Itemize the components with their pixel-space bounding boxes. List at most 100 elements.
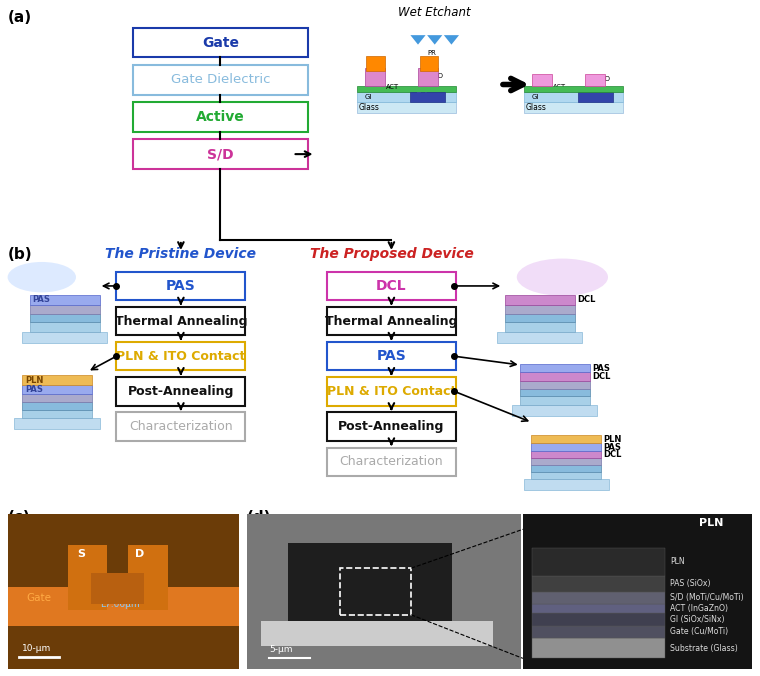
Text: Characterization: Characterization (340, 455, 443, 468)
Text: ACT: ACT (386, 84, 399, 89)
Bar (288, 544, 452, 621)
FancyBboxPatch shape (327, 412, 456, 441)
Text: DCL: DCL (603, 450, 622, 459)
Text: PAS: PAS (25, 385, 43, 394)
FancyBboxPatch shape (327, 272, 456, 300)
FancyBboxPatch shape (22, 375, 92, 385)
Text: The Pristine Device: The Pristine Device (106, 247, 256, 261)
FancyBboxPatch shape (512, 405, 597, 416)
FancyBboxPatch shape (532, 626, 665, 638)
FancyBboxPatch shape (116, 412, 245, 441)
Text: Gate: Gate (202, 36, 239, 49)
Ellipse shape (517, 259, 608, 296)
FancyBboxPatch shape (365, 68, 385, 86)
Text: PAS: PAS (376, 349, 407, 363)
FancyBboxPatch shape (116, 272, 245, 300)
FancyBboxPatch shape (520, 389, 590, 396)
Text: DCL: DCL (376, 279, 407, 293)
FancyBboxPatch shape (22, 402, 92, 410)
FancyBboxPatch shape (22, 332, 107, 343)
Text: Gate: Gate (26, 593, 51, 603)
Bar (68, 545, 107, 610)
Ellipse shape (8, 262, 76, 292)
FancyBboxPatch shape (531, 451, 601, 458)
FancyBboxPatch shape (357, 102, 456, 113)
Text: GI: GI (532, 94, 540, 99)
Text: PLN: PLN (25, 376, 43, 385)
FancyBboxPatch shape (357, 86, 456, 92)
FancyBboxPatch shape (520, 396, 590, 405)
FancyBboxPatch shape (585, 74, 605, 86)
FancyBboxPatch shape (532, 576, 665, 592)
FancyBboxPatch shape (578, 92, 613, 102)
FancyBboxPatch shape (30, 322, 100, 332)
Text: Thermal Annealing: Thermal Annealing (115, 314, 247, 328)
Text: Substrate (Glass): Substrate (Glass) (670, 644, 737, 653)
Text: Characterization: Characterization (129, 420, 233, 433)
FancyBboxPatch shape (410, 92, 445, 102)
Text: Active: Active (196, 110, 245, 124)
Text: PAS: PAS (603, 443, 622, 452)
Text: DCL: DCL (592, 372, 610, 381)
FancyBboxPatch shape (22, 410, 92, 418)
Polygon shape (427, 35, 442, 45)
FancyBboxPatch shape (520, 364, 590, 372)
FancyBboxPatch shape (505, 322, 575, 332)
FancyBboxPatch shape (505, 305, 575, 314)
FancyBboxPatch shape (116, 342, 245, 370)
FancyBboxPatch shape (532, 613, 665, 626)
Text: PAS: PAS (592, 364, 610, 372)
FancyBboxPatch shape (497, 332, 582, 343)
FancyBboxPatch shape (420, 56, 438, 71)
Text: Thermal Annealing: Thermal Annealing (325, 314, 458, 328)
Text: PAS: PAS (166, 279, 196, 293)
FancyBboxPatch shape (524, 102, 623, 113)
Text: PAS: PAS (33, 295, 51, 304)
Text: ACT (InGaZnO): ACT (InGaZnO) (670, 604, 728, 613)
Text: PLN: PLN (670, 558, 685, 566)
Text: D: D (135, 550, 144, 559)
Text: Gate (Cu/MoTi): Gate (Cu/MoTi) (670, 627, 728, 636)
Text: Gate: Gate (583, 93, 600, 98)
FancyBboxPatch shape (524, 479, 609, 490)
FancyBboxPatch shape (520, 372, 590, 381)
Text: 5-μm: 5-μm (269, 645, 293, 654)
FancyBboxPatch shape (133, 102, 308, 132)
Text: Post-Annealing: Post-Annealing (338, 420, 445, 433)
FancyBboxPatch shape (30, 314, 100, 322)
FancyBboxPatch shape (505, 295, 575, 305)
FancyBboxPatch shape (327, 448, 456, 476)
FancyBboxPatch shape (531, 458, 601, 465)
Text: (d): (d) (247, 510, 271, 525)
Text: PLN: PLN (603, 435, 622, 443)
FancyBboxPatch shape (327, 377, 456, 406)
Text: ACT: ACT (553, 84, 566, 89)
Text: PLN & ITO Contact: PLN & ITO Contact (116, 349, 245, 363)
Bar (340, 568, 411, 615)
FancyBboxPatch shape (531, 465, 601, 472)
FancyBboxPatch shape (532, 548, 665, 576)
FancyBboxPatch shape (133, 139, 308, 169)
FancyBboxPatch shape (532, 74, 552, 86)
FancyBboxPatch shape (524, 92, 623, 102)
Text: DCL: DCL (577, 295, 595, 304)
Text: GI: GI (365, 94, 372, 99)
FancyBboxPatch shape (327, 307, 456, 335)
FancyBboxPatch shape (22, 394, 92, 402)
Text: (b): (b) (8, 247, 32, 262)
FancyBboxPatch shape (133, 28, 308, 57)
Text: Glass: Glass (359, 103, 379, 112)
Polygon shape (410, 35, 426, 45)
Text: S/D: S/D (207, 147, 234, 161)
FancyBboxPatch shape (357, 92, 456, 102)
FancyBboxPatch shape (520, 381, 590, 389)
FancyBboxPatch shape (531, 472, 601, 479)
FancyBboxPatch shape (30, 305, 100, 314)
Text: (c): (c) (8, 510, 30, 525)
FancyBboxPatch shape (505, 314, 575, 322)
Text: GI (SiOx/SiNx): GI (SiOx/SiNx) (670, 615, 724, 624)
Text: PR: PR (427, 51, 436, 56)
Text: S/D: S/D (432, 73, 444, 78)
FancyBboxPatch shape (532, 592, 665, 604)
Text: PLN & ITO Contact: PLN & ITO Contact (327, 385, 456, 398)
